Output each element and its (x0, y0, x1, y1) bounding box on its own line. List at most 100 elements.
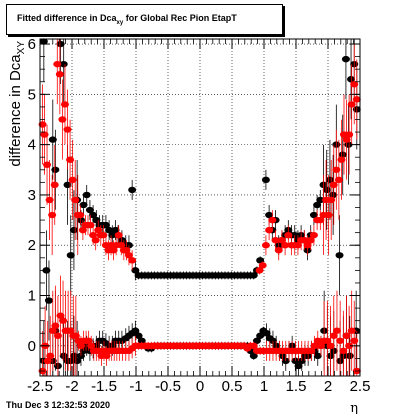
data-point-red (342, 136, 351, 143)
chart-title-sub: xy (116, 19, 124, 26)
data-point-red (336, 337, 345, 344)
data-point-black (63, 181, 72, 189)
data-point-black (309, 211, 318, 219)
data-point-black (341, 55, 350, 63)
data-point-black (249, 272, 258, 279)
data-point-red (326, 342, 335, 350)
y-axis-label-sub: XY (16, 41, 27, 55)
chart-title-box: Fitted difference in Dcaxy for Global Re… (6, 4, 283, 35)
data-point-black (56, 40, 65, 48)
data-point-red (68, 176, 77, 184)
data-point-red (306, 236, 315, 244)
data-point-red (281, 242, 290, 249)
axis-ticks (39, 39, 361, 376)
y-axis-label-main: difference in Dca (7, 54, 24, 167)
data-point-black (73, 357, 82, 365)
chart-title-rest: for Global Rec Pion EtapT (123, 13, 237, 24)
data-point-black (79, 201, 88, 209)
data-point-red (94, 226, 103, 234)
data-point-red (284, 231, 293, 239)
data-point-red (56, 312, 65, 319)
data-point-black (297, 357, 306, 365)
data-point-black (124, 242, 133, 249)
y-tick-label: 2 (28, 237, 36, 254)
data-point-red (339, 347, 348, 355)
data-point-black (108, 231, 117, 239)
data-point-black (256, 257, 265, 264)
data-point-black (345, 352, 354, 360)
data-point-black (101, 221, 110, 229)
data-point-red (84, 337, 93, 344)
data-point-black (111, 226, 120, 234)
data-point-black (256, 332, 265, 339)
grid-lines (39, 39, 361, 376)
data-point-red (71, 332, 80, 339)
data-point-red (329, 181, 338, 189)
data-point-red (59, 317, 68, 324)
data-point-red (324, 211, 333, 219)
data-point-red (249, 342, 258, 350)
data-point-red (53, 60, 62, 68)
data-point-red (117, 242, 126, 249)
x-tick-label: -1 (129, 378, 142, 395)
data-point-red (352, 96, 361, 103)
data-point-red (102, 352, 111, 360)
data-point-red (99, 231, 108, 239)
data-point-red (337, 156, 346, 163)
data-point-red (329, 332, 338, 339)
data-point-black (128, 186, 137, 194)
data-point-red (316, 216, 325, 224)
data-point-red (332, 166, 341, 173)
data-point-black (316, 196, 325, 204)
data-point-black (89, 211, 98, 219)
y-tick-labels: 0 1 2 3 4 5 6 (28, 36, 36, 355)
data-point-black (82, 191, 91, 199)
y-tick-label: 0 (28, 338, 36, 355)
data-point-black (59, 60, 68, 68)
data-point-red (265, 226, 274, 234)
data-point-red (89, 231, 98, 239)
data-point-black (281, 357, 290, 365)
data-point-black (313, 201, 322, 209)
data-point-red (347, 101, 356, 108)
data-point-red (128, 257, 137, 264)
x-tick-label: 1.5 (286, 378, 307, 395)
data-point-red (316, 342, 325, 350)
data-point-red (43, 357, 52, 365)
x-tick-label: -0.5 (155, 378, 181, 395)
data-point-red (345, 131, 354, 138)
data-point-red (91, 236, 100, 244)
x-tick-label: 2 (324, 378, 332, 395)
x-tick-label: 0.5 (222, 378, 243, 395)
data-point-black (131, 327, 140, 334)
data-point-red (277, 236, 286, 244)
data-point-black (335, 252, 344, 259)
timestamp-label: Thu Dec 3 12:32:53 2020 (6, 400, 111, 410)
data-point-red (342, 332, 351, 339)
data-markers (38, 38, 361, 376)
data-point-red (124, 252, 133, 259)
data-point-black (265, 211, 274, 219)
data-point-red (274, 247, 283, 254)
data-point-red (76, 342, 85, 350)
y-tick-label: 5 (28, 86, 36, 103)
data-point-black (134, 332, 143, 339)
x-tick-labels: -2.5 -2 -1.5 -1 -0.5 0 0.5 1 1.5 2 2.5 (27, 378, 370, 395)
data-point-red (66, 156, 75, 163)
data-point-red (58, 116, 67, 123)
data-point-black (249, 352, 258, 360)
data-point-black (51, 166, 60, 173)
data-point-red (114, 231, 123, 239)
data-point-red (60, 101, 69, 108)
data-point-red (63, 126, 72, 133)
x-axis-label: η (350, 401, 358, 414)
data-point-black (44, 297, 53, 304)
data-point-red (71, 196, 80, 204)
y-tick-label: 6 (28, 36, 36, 53)
data-point-red (76, 211, 85, 219)
data-point-red (350, 337, 359, 344)
data-point-red (271, 236, 280, 244)
data-point-red (345, 342, 354, 350)
chart-title: Fitted difference in Dcaxy for Global Re… (17, 13, 237, 26)
x-tick-label: -2.5 (27, 378, 53, 395)
